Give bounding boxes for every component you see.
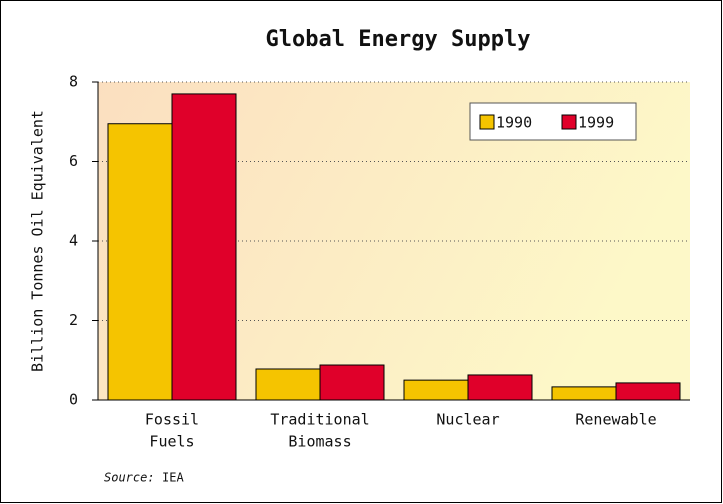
x-tick-label: Nuclear	[436, 411, 499, 429]
legend-label: 1999	[578, 114, 614, 132]
y-axis-label: Billion Tonnes Oil Equivalent	[29, 110, 47, 372]
legend-box	[469, 102, 637, 141]
source-label: Source:	[104, 471, 155, 485]
legend-label: 1990	[496, 114, 532, 132]
x-tick-label: Biomass	[288, 433, 351, 451]
bar	[551, 386, 617, 401]
y-tick-label: 6	[69, 152, 78, 170]
chart-title: Global Energy Supply	[266, 27, 531, 52]
bar	[403, 379, 469, 401]
legend-swatch	[561, 114, 577, 130]
y-tick-label: 2	[69, 311, 78, 329]
source: IEA	[162, 471, 184, 485]
x-tick-label: Fossil	[145, 411, 199, 429]
legend-swatch	[479, 114, 495, 130]
y-tick-label: 0	[69, 391, 78, 409]
x-tick-label: Traditional	[270, 411, 369, 429]
bar	[107, 123, 173, 401]
x-tick-label: Fuels	[149, 433, 194, 451]
bar	[255, 368, 321, 401]
bar	[319, 364, 385, 401]
bar	[615, 382, 681, 401]
x-tick-label: Renewable	[575, 411, 656, 429]
bar	[467, 374, 533, 401]
bar	[171, 93, 237, 401]
y-tick-label: 8	[69, 73, 78, 91]
y-tick-label: 4	[69, 232, 78, 250]
